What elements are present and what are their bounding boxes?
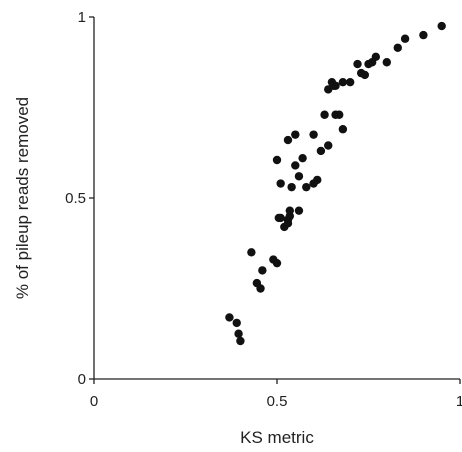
- data-point: [256, 284, 265, 293]
- x-axis-ticks: 0 0.5 1: [90, 379, 462, 410]
- plot-area: 0 0.5 1 00.51: [65, 9, 462, 410]
- data-point: [309, 130, 318, 139]
- data-point: [371, 52, 381, 62]
- y-tick-label: 1: [78, 9, 86, 26]
- data-point: [338, 77, 348, 87]
- data-point: [324, 141, 333, 150]
- data-point: [298, 153, 307, 163]
- data-point: [346, 77, 355, 87]
- data-point: [437, 21, 446, 31]
- data-point: [309, 179, 318, 188]
- data-point: [338, 125, 348, 134]
- y-tick-label: 0: [78, 371, 86, 388]
- data-point: [360, 70, 370, 80]
- y-axis-title: % of pileup reads removed: [13, 97, 32, 299]
- data-point: [400, 34, 410, 43]
- data-point: [276, 213, 285, 223]
- data-point: [316, 146, 326, 156]
- data-point: [287, 182, 296, 192]
- x-tick-label: 0: [90, 393, 98, 410]
- data-point: [291, 161, 300, 170]
- data-point: [272, 155, 282, 165]
- data-point: [283, 215, 293, 224]
- data-point: [247, 248, 256, 257]
- data-point: [320, 110, 329, 119]
- data-point: [225, 313, 234, 322]
- data-point: [234, 329, 243, 338]
- x-tick-label: 1: [456, 393, 462, 410]
- data-point: [291, 130, 300, 139]
- x-tick-label: 0.5: [267, 393, 288, 410]
- data-point: [393, 43, 402, 52]
- data-point: [329, 81, 338, 90]
- data-point: [294, 206, 304, 215]
- x-axis-title: KS metric: [240, 428, 314, 447]
- data-point: [419, 30, 428, 40]
- data-point: [272, 258, 282, 268]
- y-tick-label: 0.5: [65, 190, 86, 207]
- data-point: [302, 182, 311, 192]
- data-point: [283, 135, 293, 145]
- data-point: [382, 58, 391, 67]
- data-point: [236, 336, 245, 346]
- data-point: [232, 318, 241, 328]
- data-points: [225, 21, 446, 346]
- data-point: [276, 179, 285, 188]
- y-axis-ticks: 00.51: [65, 9, 94, 388]
- data-point: [353, 59, 362, 69]
- data-point: [258, 266, 267, 275]
- data-point: [335, 110, 344, 119]
- data-point: [294, 172, 304, 181]
